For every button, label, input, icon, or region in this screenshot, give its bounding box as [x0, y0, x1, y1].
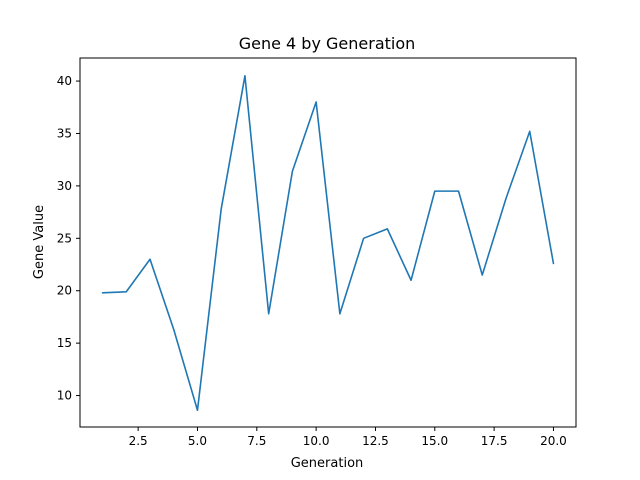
- y-tick-label: 30: [57, 179, 72, 193]
- chart-title: Gene 4 by Generation: [239, 34, 416, 53]
- series-layer: [101, 75, 555, 412]
- x-tick-label: 17.5: [481, 434, 508, 448]
- x-tick-label: 12.5: [362, 434, 389, 448]
- y-tick-label: 25: [57, 231, 72, 245]
- y-tick-label: 35: [57, 126, 72, 140]
- y-tick-label: 20: [57, 284, 72, 298]
- y-tick-label: 40: [57, 74, 72, 88]
- plot-frame: [79, 57, 577, 428]
- y-tick-label: 10: [57, 389, 72, 403]
- x-tick-label: 20.0: [540, 434, 567, 448]
- y-tick-label: 15: [57, 336, 72, 350]
- y-axis-label: Gene Value: [32, 205, 47, 279]
- x-tick-label: 5.0: [188, 434, 207, 448]
- series-line: [101, 75, 555, 412]
- x-tick-label: 10.0: [303, 434, 330, 448]
- x-axis-label: Generation: [291, 456, 364, 471]
- x-tick-label: 2.5: [129, 434, 148, 448]
- x-tick-label: 15.0: [421, 434, 448, 448]
- x-tick-label: 7.5: [247, 434, 266, 448]
- ticks-layer: 2.5 5.0 7.5 10.0 12.5 15.0 17.5 20.0 10 15 20 25 30 3…: [57, 74, 567, 448]
